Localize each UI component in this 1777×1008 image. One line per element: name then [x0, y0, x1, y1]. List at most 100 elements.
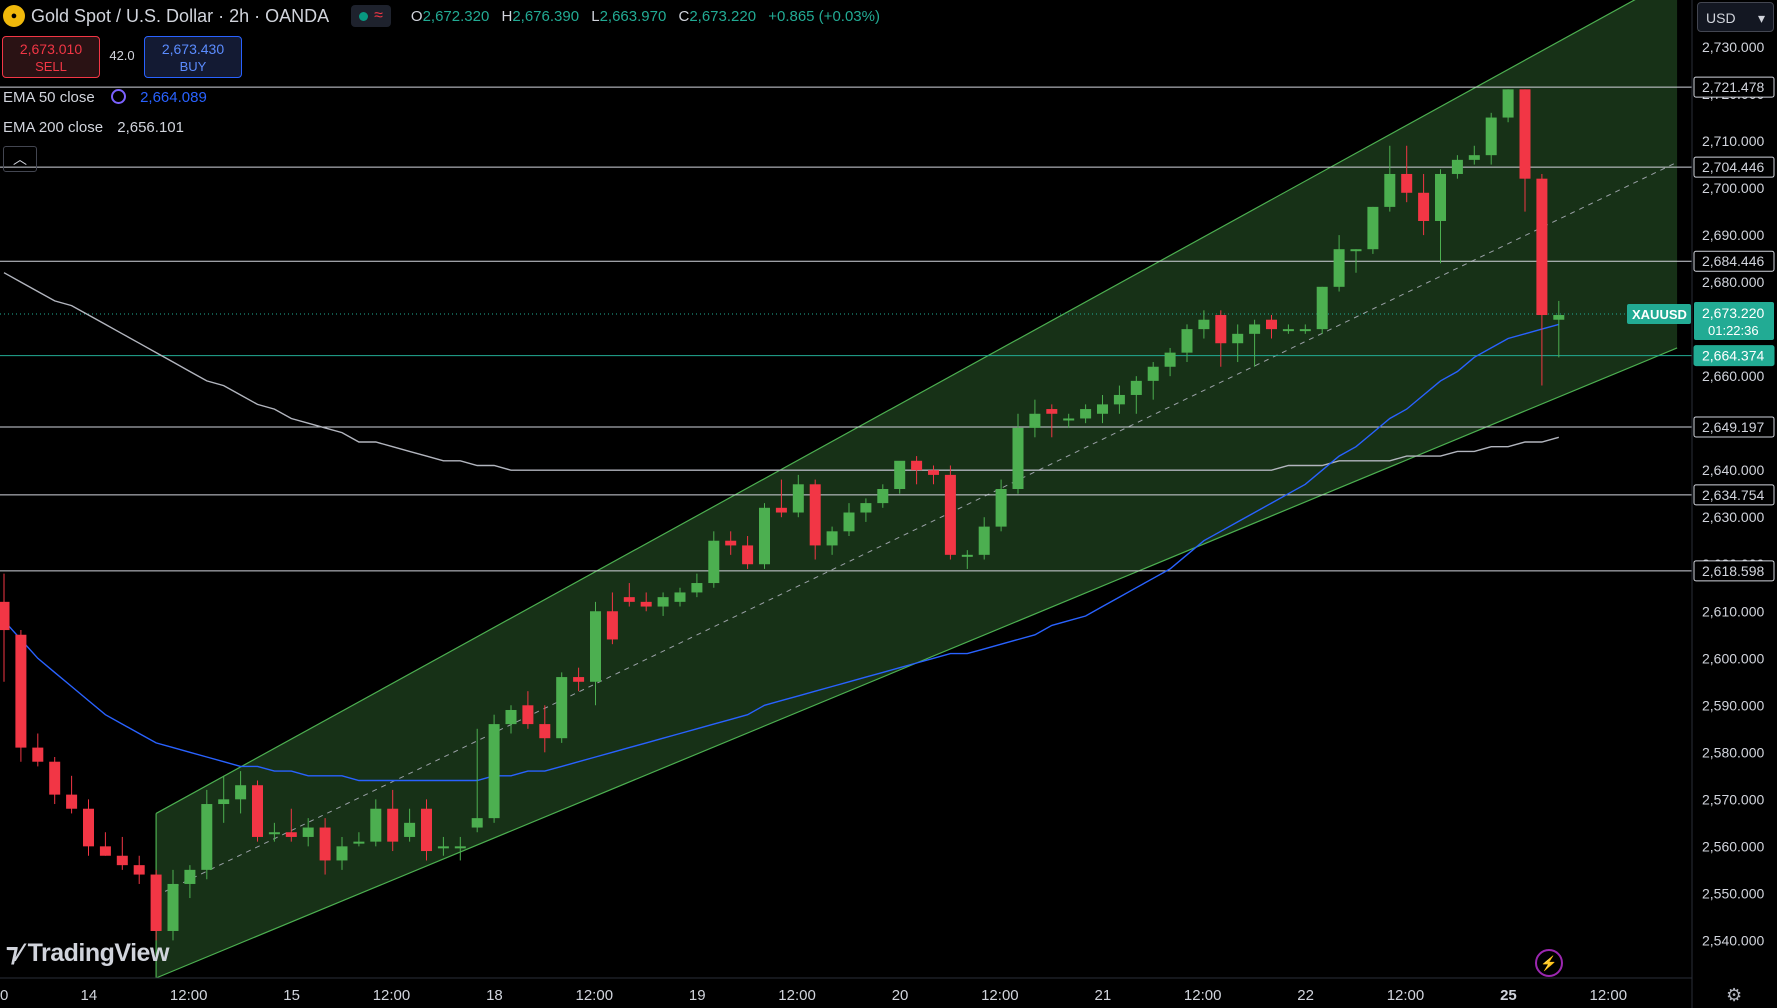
ema200-value: 2,656.101: [117, 119, 184, 136]
candle: [150, 874, 162, 931]
candle: [488, 724, 500, 819]
candle: [725, 540, 737, 546]
x-tick-label: 25: [1500, 987, 1517, 1004]
level-tag: [1693, 416, 1775, 438]
buy-label: BUY: [179, 59, 207, 74]
buy-price: 2,673.430: [161, 41, 225, 57]
candle: [471, 818, 483, 828]
candle: [1282, 329, 1294, 332]
candle: [1333, 249, 1345, 287]
spread-value: 42.0: [109, 48, 135, 63]
ema50-legend[interactable]: EMA 50 close 2,664.089: [3, 89, 207, 106]
y-tick-label: 2,680.000: [1702, 274, 1764, 290]
candle: [1367, 206, 1379, 250]
candle: [928, 470, 939, 475]
ohlc-low: 2,663.970: [599, 7, 667, 25]
y-tick-label: 2,690.000: [1702, 227, 1764, 243]
visibility-icon[interactable]: [110, 89, 126, 104]
y-tick-label: 2,700.000: [1702, 180, 1764, 196]
candle: [66, 794, 78, 809]
candle: [235, 785, 247, 800]
candle: [1418, 192, 1430, 221]
sell-price: 2,673.010: [19, 41, 83, 57]
data-delay-icon: ≈: [374, 7, 383, 24]
candle: [944, 474, 956, 555]
y-tick-label: 2,560.000: [1702, 838, 1764, 854]
candle: [1502, 89, 1514, 118]
candle: [1519, 89, 1531, 179]
candle: [742, 545, 754, 565]
candle: [911, 460, 923, 471]
ema200-label: EMA 200 close: [3, 119, 104, 136]
level-tag: [1693, 484, 1775, 506]
candle: [1130, 380, 1142, 395]
candle: [640, 601, 652, 607]
ema200-legend[interactable]: EMA 200 close 2,656.101: [3, 119, 184, 136]
candle: [1451, 159, 1463, 174]
ema50-value: 2,664.089: [140, 89, 207, 106]
candle: [1401, 173, 1413, 193]
candle: [116, 855, 128, 866]
currency-selector[interactable]: USD ▾: [1697, 2, 1774, 32]
candle: [606, 611, 618, 640]
symbol-title[interactable]: Gold Spot / U.S. Dollar · 2h · OANDA: [31, 5, 330, 26]
x-tick-label: 15: [283, 987, 300, 1004]
candle: [1080, 409, 1092, 419]
candle: [1147, 366, 1159, 381]
ema50-line: [3, 323, 1559, 782]
candle: [319, 827, 331, 861]
candle: [49, 761, 61, 795]
x-tick-label: 12:00: [778, 987, 816, 1004]
x-tick-label: 20: [892, 987, 909, 1004]
collapse-legend-button[interactable]: ︿: [3, 146, 37, 172]
symbol-tag-label: XAUUSD: [1632, 307, 1687, 322]
y-tick-label: 2,660.000: [1702, 368, 1764, 384]
current-price-tag: [1694, 301, 1774, 340]
candle: [505, 709, 517, 725]
candle: [1316, 286, 1328, 330]
candle: [387, 808, 399, 842]
candle: [336, 846, 348, 861]
y-tick-label: 2,550.000: [1702, 885, 1764, 901]
y-tick-label: 2,540.000: [1702, 932, 1764, 948]
candle: [1249, 324, 1261, 334]
candle: [674, 592, 686, 602]
tv-logo-icon: ⁊⁄: [6, 939, 22, 967]
settings-icon[interactable]: ⚙: [1726, 985, 1743, 1005]
gold-coin-icon: ●: [3, 5, 25, 27]
candle: [1384, 173, 1396, 207]
candle: [995, 489, 1007, 527]
tradingview-logo[interactable]: ⁊⁄ TradingView: [6, 938, 169, 968]
candle: [268, 832, 280, 835]
candle: [843, 512, 855, 532]
sell-button[interactable]: 2,673.010 SELL: [2, 36, 100, 78]
candle: [657, 597, 669, 607]
level-tag-label: 2,721.478: [1702, 79, 1764, 95]
candle: [167, 883, 179, 931]
candle: [556, 677, 568, 739]
buy-button[interactable]: 2,673.430 BUY: [144, 36, 242, 78]
level-tag: [1693, 345, 1775, 367]
market-status[interactable]: ≈: [351, 5, 391, 27]
currency-label: USD: [1706, 10, 1736, 26]
candle: [1468, 155, 1480, 160]
x-tick-label: 22: [1297, 987, 1314, 1004]
channel-fill: [156, 0, 1678, 978]
x-tick-label: 21: [1095, 987, 1112, 1004]
y-tick-label: 2,590.000: [1702, 697, 1764, 713]
candle: [708, 540, 720, 584]
candle: [1181, 329, 1193, 353]
candle: [1299, 329, 1311, 332]
x-tick-label: 19: [689, 987, 706, 1004]
candle: [1435, 173, 1446, 221]
candle: [0, 601, 10, 631]
ohlc-open: 2,672.320: [422, 7, 490, 25]
candle: [978, 526, 990, 555]
candle: [404, 822, 416, 837]
candle: [1164, 352, 1176, 367]
x-tick-label: 0: [0, 987, 8, 1004]
candle: [454, 846, 466, 849]
x-tick-label: 12:00: [576, 987, 614, 1004]
lightning-icon[interactable]: ⚡: [1535, 949, 1563, 977]
